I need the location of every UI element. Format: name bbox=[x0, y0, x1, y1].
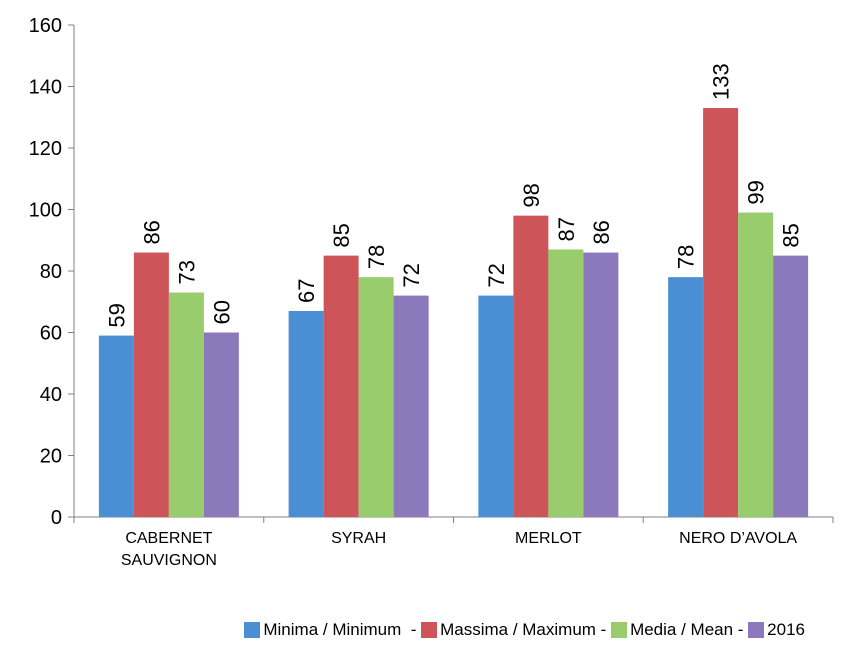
bar bbox=[323, 255, 359, 517]
y-tick-label: 0 bbox=[51, 507, 62, 529]
bar bbox=[168, 292, 204, 517]
data-label: 86 bbox=[589, 220, 614, 244]
data-label: 85 bbox=[779, 223, 804, 247]
x-tick-label: MERLOT bbox=[515, 530, 582, 547]
y-tick-label: 20 bbox=[40, 446, 62, 468]
bar bbox=[703, 108, 739, 518]
y-tick-label: 40 bbox=[40, 384, 62, 406]
data-label: 86 bbox=[139, 220, 164, 244]
data-label: 133 bbox=[709, 63, 734, 100]
legend-swatch bbox=[611, 622, 628, 638]
data-label: 67 bbox=[294, 278, 319, 302]
bar bbox=[668, 277, 704, 517]
legend-swatch bbox=[421, 622, 438, 638]
bar bbox=[548, 249, 584, 517]
y-tick-label: 60 bbox=[40, 323, 62, 345]
x-tick-label: NERO D’AVOLA bbox=[679, 530, 797, 547]
bar bbox=[98, 335, 134, 517]
bar bbox=[478, 295, 514, 517]
bar bbox=[738, 212, 774, 517]
y-tick-label: 100 bbox=[29, 200, 62, 222]
bar bbox=[288, 310, 324, 517]
bar bbox=[773, 255, 809, 517]
legend-label: Media / Mean - bbox=[630, 620, 749, 639]
legend-label: Minima / Minimum - bbox=[263, 620, 422, 639]
legend: Minima / Minimum - Massima / Maximum - M… bbox=[0, 618, 845, 642]
data-label: 60 bbox=[209, 300, 234, 324]
data-label: 73 bbox=[174, 260, 199, 284]
y-tick-label: 140 bbox=[29, 77, 62, 99]
y-tick-label: 80 bbox=[40, 261, 62, 283]
data-label: 85 bbox=[329, 223, 354, 247]
y-tick-label: 160 bbox=[29, 15, 62, 37]
bar bbox=[358, 277, 394, 517]
legend-item: Media / Mean - bbox=[611, 620, 748, 640]
legend-item: 2016 bbox=[748, 620, 805, 640]
legend-swatch bbox=[748, 622, 765, 638]
bar bbox=[583, 252, 619, 518]
bar bbox=[203, 332, 239, 517]
x-tick-label: SYRAH bbox=[331, 530, 386, 547]
data-label: 72 bbox=[399, 263, 424, 287]
legend-label: 2016 bbox=[767, 620, 805, 639]
data-label: 87 bbox=[554, 217, 579, 241]
legend-item: Massima / Maximum - bbox=[421, 620, 611, 640]
bar bbox=[133, 252, 169, 518]
bar bbox=[393, 295, 429, 517]
x-tick-label: CABERNET SAUVIGNON bbox=[121, 530, 217, 569]
data-label: 98 bbox=[519, 183, 544, 207]
data-label: 72 bbox=[484, 263, 509, 287]
legend-item: Minima / Minimum - bbox=[244, 620, 421, 640]
legend-swatch bbox=[244, 622, 261, 638]
bar bbox=[513, 215, 549, 517]
data-label: 99 bbox=[744, 180, 769, 204]
bar-chart: 0 20 40 60 80 100 120 140 160 CABERNET SAUVIGNON SY… bbox=[29, 15, 834, 569]
legend-label: Massima / Maximum - bbox=[440, 620, 612, 639]
data-label: 78 bbox=[364, 245, 389, 269]
y-tick-label: 120 bbox=[29, 138, 62, 160]
data-label: 78 bbox=[674, 245, 699, 269]
data-label: 59 bbox=[104, 303, 129, 327]
